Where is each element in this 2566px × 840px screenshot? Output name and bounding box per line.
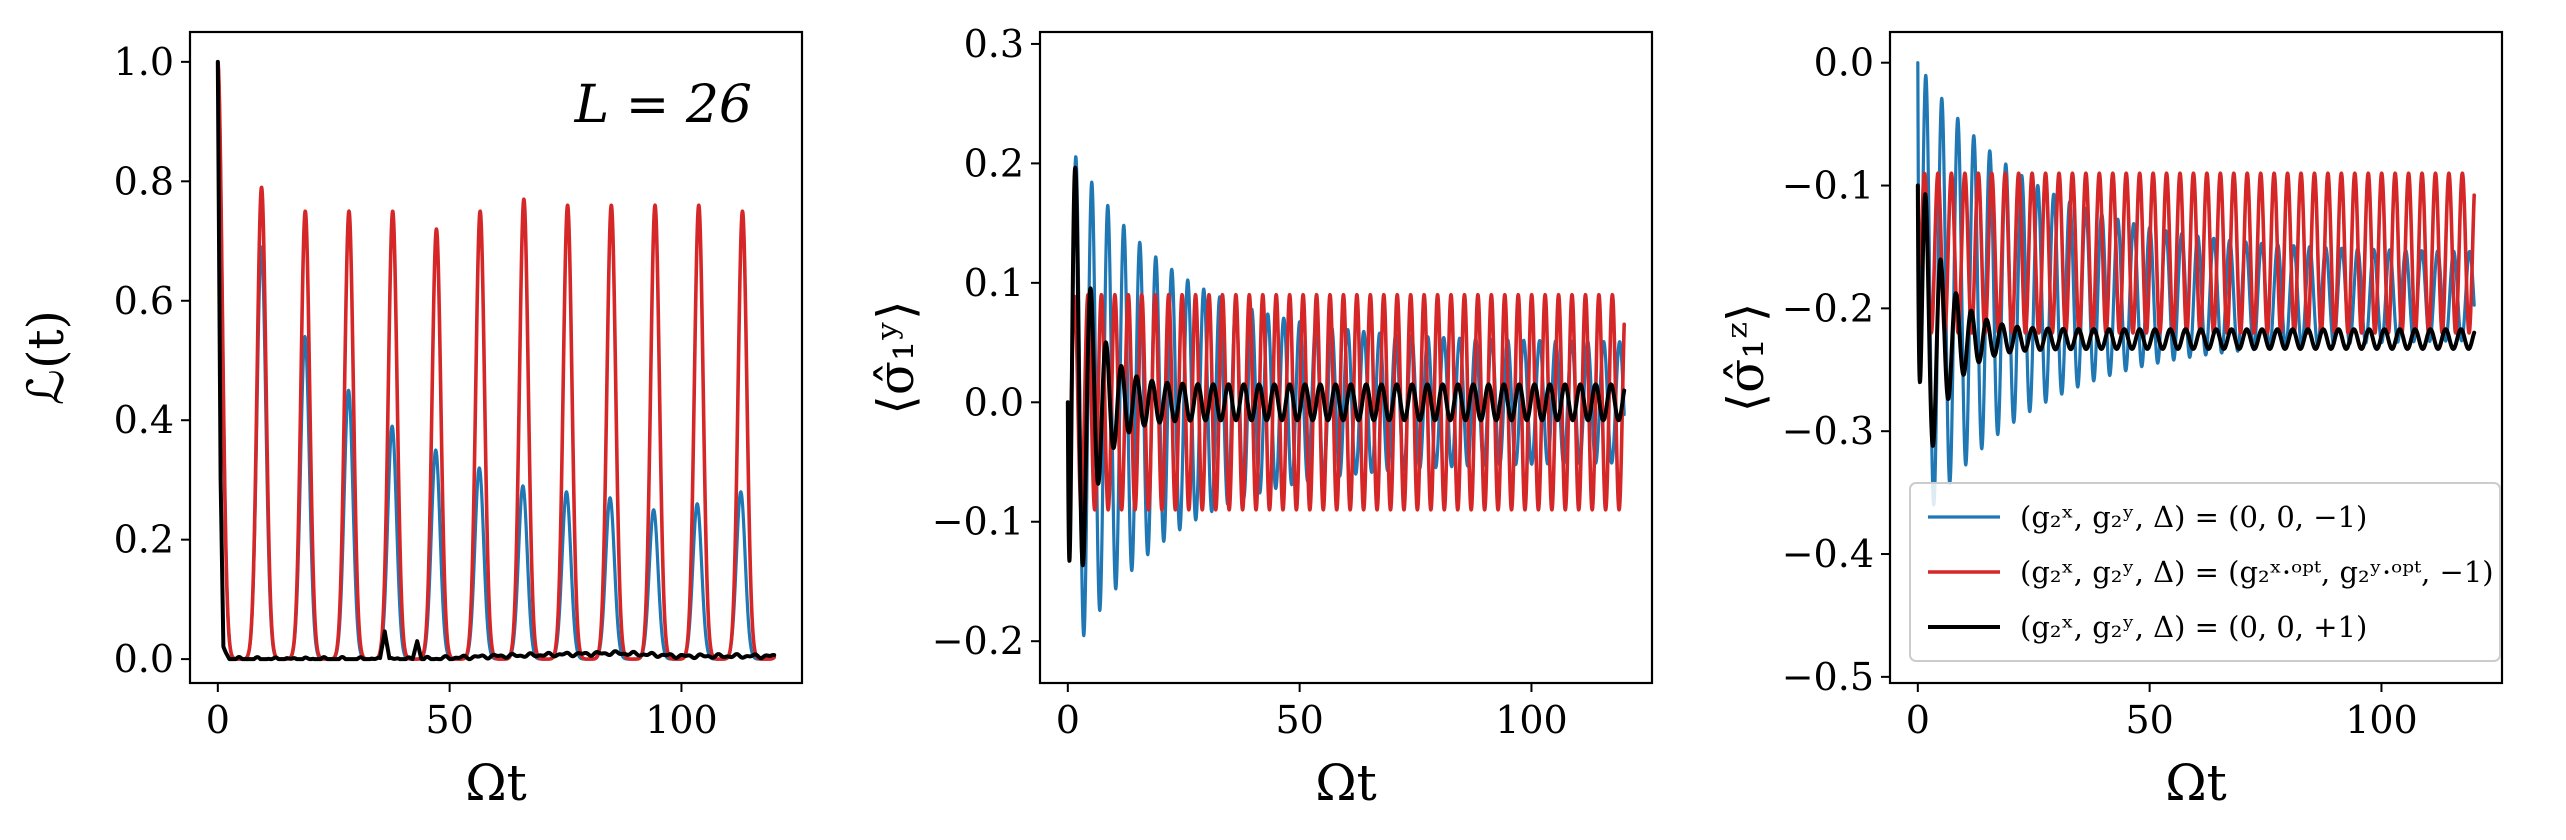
x-axis-label: Ωt [1315, 754, 1377, 812]
y-tick-label: 0.0 [964, 380, 1024, 424]
x-axis-label: Ωt [2165, 754, 2227, 812]
y-tick-label: 0.8 [114, 159, 174, 203]
panel-sigma-z: 0 50 100 0.0 −0.1 −0.2 −0.3 −0.4 −0.5 Ωt ⟨σ̂₁ᶻ⟩… [1717, 30, 2504, 812]
x-tick-label: 50 [1275, 698, 1323, 742]
y-tick-label: −0.4 [1782, 532, 1874, 576]
y-tick-label: 0.2 [114, 518, 174, 562]
legend-entry: (g₂ˣ, g₂ʸ, Δ) = (g₂ˣ·ᵒᵖᵗ, g₂ʸ·ᵒᵖᵗ, −1) [1928, 555, 2494, 589]
y-tick-label: −0.2 [932, 619, 1024, 663]
legend-label: (g₂ˣ, g₂ʸ, Δ) = (0, 0, −1) [2020, 500, 2367, 534]
x-tick-label: 50 [425, 698, 473, 742]
x-axis-label: Ωt [465, 754, 527, 812]
legend-label: (g₂ˣ, g₂ʸ, Δ) = (g₂ˣ·ᵒᵖᵗ, g₂ʸ·ᵒᵖᵗ, −1) [2020, 555, 2494, 589]
y-tick-label: 1.0 [114, 40, 174, 84]
axes-frame [1888, 30, 2504, 685]
y-tick-label: −0.2 [1782, 286, 1874, 330]
axes-frame [188, 30, 804, 685]
x-ticks: 0 50 100 [1906, 683, 2418, 742]
series-line-black [215, 59, 777, 662]
y-tick-label: −0.5 [1782, 655, 1874, 699]
y-tick-label: 0.6 [114, 279, 174, 323]
y-tick-label: −0.3 [1782, 409, 1874, 453]
x-tick-label: 0 [206, 698, 230, 742]
legend-label: (g₂ˣ, g₂ʸ, Δ) = (0, 0, +1) [2020, 610, 2367, 644]
series-line-black [1065, 165, 1627, 568]
series-line-red [1916, 171, 2476, 335]
plot-area [215, 59, 777, 662]
legend-entry: (g₂ˣ, g₂ʸ, Δ) = (0, 0, +1) [1928, 610, 2367, 644]
x-tick-label: 100 [645, 698, 718, 742]
x-tick-label: 50 [2125, 698, 2173, 742]
y-tick-label: 0.0 [114, 637, 174, 681]
y-axis-label: ⟨σ̂₁ᶻ⟩ [1717, 303, 1775, 413]
x-ticks: 0 50 100 [206, 683, 718, 742]
y-ticks: 0.0 0.2 0.4 0.6 0.8 1.0 [114, 40, 190, 681]
y-axis-label: ℒ(t) [17, 310, 75, 405]
annotation-label: L = 26 [574, 75, 752, 135]
x-ticks: 0 50 100 [1056, 683, 1568, 742]
x-tick-label: 100 [1495, 698, 1568, 742]
y-tick-label: 0.3 [964, 22, 1024, 66]
series-line-red [216, 60, 776, 661]
plot-area [1915, 61, 2477, 507]
plot-area [1065, 155, 1627, 638]
legend-entry: (g₂ˣ, g₂ʸ, Δ) = (0, 0, −1) [1928, 500, 2367, 534]
panel-sigma-y: 0 50 100 −0.2 −0.1 0.0 0.1 0.2 0.3 Ωt ⟨σ̂₁ʸ⟩ [867, 22, 1654, 812]
legend-box [1909, 482, 2501, 662]
x-tick-label: 0 [1056, 698, 1080, 742]
y-tick-label: 0.1 [964, 261, 1024, 305]
panel-loschmidt-echo: 0 50 100 0.0 0.2 0.4 0.6 0.8 1.0 Ωt ℒ(t) L = 26 [17, 30, 804, 812]
y-tick-label: −0.1 [1782, 164, 1874, 208]
series-line-black [1915, 183, 2477, 448]
axes-frame [1038, 30, 1654, 685]
y-axis-label: ⟨σ̂₁ʸ⟩ [867, 300, 925, 414]
y-tick-label: 0.4 [114, 398, 174, 442]
x-tick-label: 100 [2345, 698, 2418, 742]
y-tick-label: −0.1 [932, 500, 1024, 544]
y-tick-label: 0.2 [964, 141, 1024, 185]
y-ticks: −0.2 −0.1 0.0 0.1 0.2 0.3 [932, 22, 1040, 663]
y-ticks: 0.0 −0.1 −0.2 −0.3 −0.4 −0.5 [1782, 41, 1890, 699]
legend: (g₂ˣ, g₂ʸ, Δ) = (0, 0, −1) (g₂ˣ, g₂ʸ, Δ)… [1909, 482, 2501, 662]
series-line-red [1066, 292, 1626, 512]
y-tick-label: 0.0 [1814, 41, 1874, 85]
x-tick-label: 0 [1906, 698, 1930, 742]
